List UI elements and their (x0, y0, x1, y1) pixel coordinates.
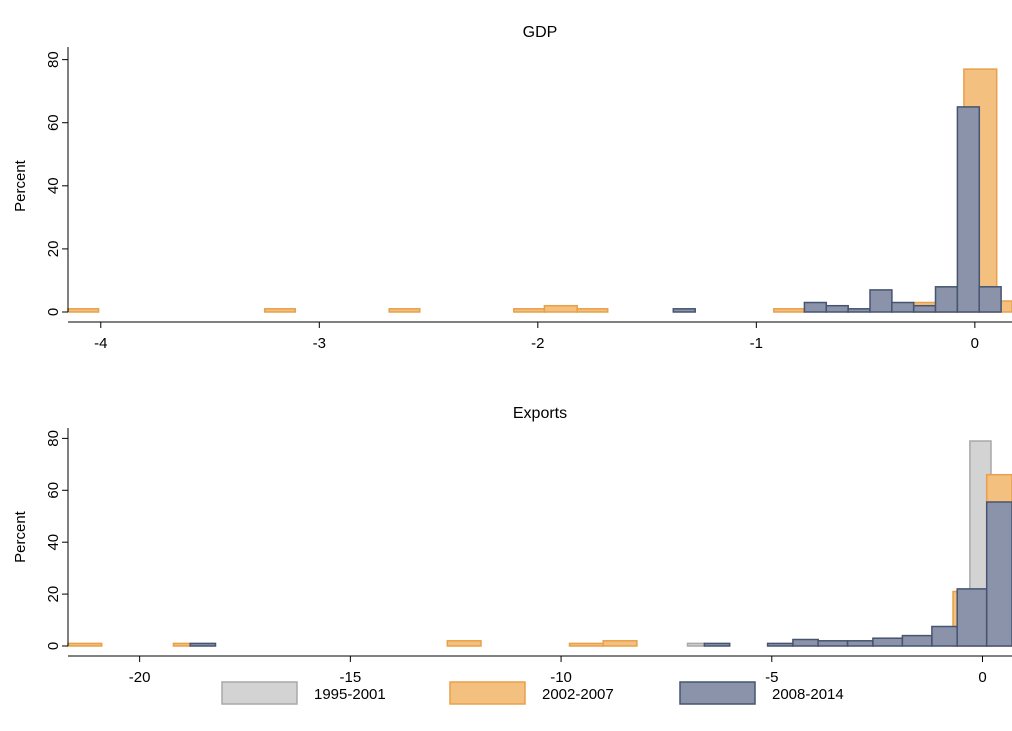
exports-bars (67, 440, 1012, 647)
exports-bar-2008-2014-9 (956, 588, 988, 647)
exports-bar-2002-2007-2 (446, 640, 482, 647)
gdp-bar-2002-2007-6 (773, 308, 806, 313)
exports-y-tick-label-60: 60 (45, 482, 62, 499)
exports-x-tick-label-15: -15 (340, 669, 362, 686)
gdp-bar-2008-2014-3 (847, 308, 871, 313)
gdp-bar-2008-2014-8 (956, 106, 981, 313)
exports-y-tick-label-0: 0 (45, 642, 62, 650)
exports-bar-2008-2014-4 (817, 640, 849, 647)
gdp-y-tick-label-0: 0 (45, 308, 62, 316)
exports-bar-2008-2014-2 (766, 642, 794, 647)
gdp-bar-2002-2007-5 (576, 308, 609, 313)
gdp-bar-2008-2014-6 (912, 304, 937, 313)
gdp-y-tick-label-80: 80 (45, 51, 62, 68)
gdp-y-tick-label-60: 60 (45, 114, 62, 131)
exports-bar-2008-2014-0 (189, 642, 217, 647)
gdp-bar-2002-2007-0 (67, 308, 100, 313)
exports-x-tick-label-10: -10 (550, 669, 572, 686)
legend-label-2008-2014: 2008-2014 (772, 686, 844, 703)
gdp-bar-2002-2007-2 (388, 308, 421, 313)
exports-bar-2008-2014-6 (872, 637, 904, 647)
legend-label-1995-2001: 1995-2001 (314, 686, 386, 703)
legend-swatch-2002-2007 (449, 681, 526, 705)
gdp-bar-2002-2007-4 (543, 304, 578, 313)
gdp-y-tick-label-40: 40 (45, 177, 62, 194)
gdp-bar-2008-2014-4 (869, 289, 893, 313)
gdp-bar-2008-2014-0 (672, 308, 696, 313)
gdp-x-tick-label-1: -1 (750, 335, 763, 352)
exports-bar-2008-2014-5 (846, 640, 874, 647)
gdp-bars (67, 68, 1012, 313)
exports-title: Exports (513, 405, 567, 422)
exports-x-tick-label-5: -5 (765, 669, 778, 686)
gdp-bar-2008-2014-9 (978, 286, 1002, 313)
exports-bar-2008-2014-8 (931, 625, 958, 647)
exports-bar-2008-2014-10 (985, 501, 1012, 647)
exports-panel: Exports Percent 0 20 40 60 80 -20 -15 -10 -5 0 (12, 405, 1012, 686)
exports-axes: 0 20 40 60 80 -20 -15 -10 -5 0 (45, 428, 1012, 686)
gdp-x-tick-label-3: -3 (313, 335, 326, 352)
legend-item-2008-2014: 2008-2014 (679, 681, 844, 705)
gdp-bar-2008-2014-1 (803, 301, 828, 313)
exports-y-tick-label-20: 20 (45, 586, 62, 603)
legend-swatch-2008-2014 (679, 681, 756, 705)
gdp-bar-2008-2014-2 (825, 304, 849, 313)
gdp-bar-2002-2007-3 (513, 308, 546, 313)
gdp-y-axis-label: Percent (12, 159, 29, 212)
legend-swatch-1995-2001 (221, 681, 298, 705)
gdp-y-tick-label-20: 20 (45, 241, 62, 258)
gdp-axes: 0 20 40 60 80 -4 -3 -2 -1 0 (45, 47, 1012, 352)
legend: 1995-2001 2002-2007 2008-2014 (221, 681, 844, 705)
gdp-bar-2002-2007-1 (263, 308, 297, 313)
exports-x-tick-label-0: 0 (978, 669, 986, 686)
legend-item-1995-2001: 1995-2001 (221, 681, 386, 705)
exports-y-axis-label: Percent (12, 510, 29, 563)
exports-y-tick-label-80: 80 (45, 430, 62, 447)
exports-bar-2002-2007-0 (67, 642, 103, 647)
exports-bar-2002-2007-3 (568, 642, 604, 647)
gdp-bar-2008-2014-7 (934, 286, 959, 313)
gdp-title: GDP (523, 24, 558, 41)
gdp-x-tick-label-4: -4 (94, 335, 107, 352)
exports-x-tick-label-20: -20 (129, 669, 151, 686)
legend-label-2002-2007: 2002-2007 (542, 686, 614, 703)
exports-y-tick-label-40: 40 (45, 534, 62, 551)
legend-item-2002-2007: 2002-2007 (449, 681, 614, 705)
exports-bar-2002-2007-1 (172, 642, 192, 647)
exports-bar-2008-2014-1 (703, 642, 731, 647)
exports-bar-2008-2014-7 (901, 634, 933, 647)
exports-bar-2002-2007-4 (602, 640, 638, 647)
gdp-panel: GDP Percent 0 20 40 60 80 -4 -3 -2 -1 0 (12, 24, 1012, 352)
gdp-x-tick-label-0: 0 (971, 335, 979, 352)
exports-bar-1995-2001-0 (686, 642, 706, 647)
exports-bar-2008-2014-3 (792, 638, 819, 647)
gdp-bar-2008-2014-5 (891, 301, 915, 313)
gdp-x-tick-label-2: -2 (531, 335, 544, 352)
